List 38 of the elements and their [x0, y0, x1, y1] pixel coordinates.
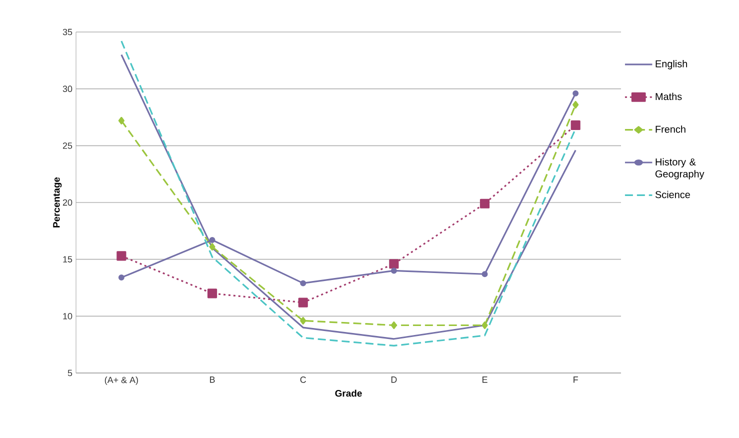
point	[116, 251, 126, 261]
y-tick-label: 20	[62, 199, 72, 206]
x-tick-label: F	[574, 376, 578, 383]
point	[207, 288, 218, 298]
y-tick-label: 30	[62, 86, 72, 92]
x-tick-label: C	[300, 376, 306, 383]
point	[300, 316, 306, 325]
legend-label: Maths	[656, 92, 682, 100]
y-tick-label: 15	[63, 256, 72, 262]
y-tick-label: 25	[62, 142, 72, 149]
legend-label: French	[656, 125, 686, 133]
point	[300, 280, 306, 286]
point	[572, 100, 579, 109]
point	[480, 198, 490, 208]
point	[482, 321, 488, 330]
point	[209, 237, 216, 244]
point	[572, 90, 579, 96]
x-tick-label: E	[482, 376, 488, 383]
point	[298, 298, 308, 308]
x-axis-title: Grade	[335, 390, 362, 397]
x-tick-label: (A+ & A)	[104, 376, 138, 385]
legend-label: English	[656, 60, 688, 70]
y-tick-label: 5	[68, 370, 72, 376]
point	[118, 274, 124, 281]
legend-label: History & Geography	[655, 158, 704, 180]
y-tick-label: 10	[63, 312, 72, 320]
point	[209, 243, 216, 251]
point	[390, 321, 397, 330]
x-tick-label: D	[391, 376, 397, 383]
point	[570, 120, 580, 130]
y-tick-label: 35	[62, 28, 72, 36]
point	[390, 268, 397, 274]
point	[118, 116, 124, 124]
y-axis-title: Percentage	[53, 177, 62, 228]
x-tick-label: B	[210, 376, 215, 383]
legend-label: Science	[655, 190, 690, 198]
point	[389, 259, 399, 269]
point	[482, 271, 488, 278]
